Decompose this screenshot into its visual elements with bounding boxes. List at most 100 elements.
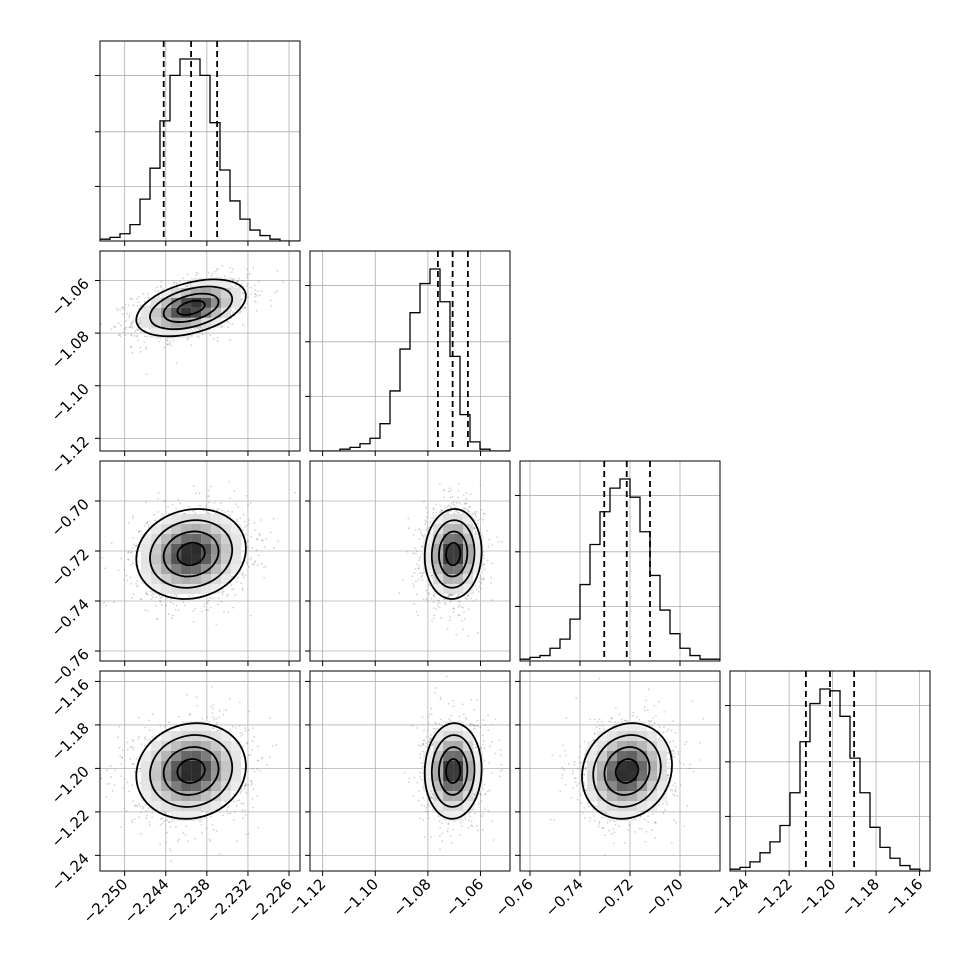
sample-point (415, 563, 418, 566)
sample-point (256, 294, 259, 297)
density-cell (433, 554, 444, 564)
density-cell (221, 534, 232, 544)
sample-point (440, 508, 443, 511)
sample-point (144, 335, 146, 338)
sample-point (175, 595, 178, 597)
sample-point (232, 606, 235, 609)
density-cell (221, 524, 232, 534)
sample-point (447, 490, 450, 493)
density-cell (161, 514, 172, 524)
contour-line (149, 519, 234, 589)
sample-point (217, 267, 219, 270)
sample-point (443, 489, 446, 492)
density-cell (161, 297, 172, 308)
sample-point (250, 556, 253, 559)
sample-point (226, 320, 229, 323)
sample-point (469, 493, 472, 496)
sample-point (442, 488, 445, 491)
sample-point (457, 512, 460, 514)
sample-point (135, 583, 137, 585)
sample-point (450, 594, 453, 597)
density-cell (191, 534, 202, 544)
density-cell (151, 584, 162, 594)
contour-line (430, 519, 476, 589)
sample-point (198, 492, 201, 495)
sample-point (237, 576, 240, 579)
sample-point (449, 489, 452, 492)
sample-point (441, 509, 443, 512)
sample-point (422, 598, 425, 600)
sample-point (467, 594, 469, 597)
sample-point (265, 537, 268, 540)
sample-point (473, 527, 476, 530)
density-cell (191, 277, 202, 288)
sample-point (469, 505, 471, 508)
sample-point (130, 564, 132, 566)
sample-point (463, 610, 465, 613)
sample-point (124, 334, 127, 337)
sample-point (274, 291, 276, 294)
panel-frame (99, 40, 301, 242)
sample-point (425, 529, 428, 531)
sample-point (247, 566, 250, 569)
sample-point (188, 505, 191, 508)
panel-frame (309, 250, 511, 452)
sample-point (242, 572, 244, 575)
sample-point (412, 582, 415, 585)
sample-point (139, 319, 142, 322)
sample-point (414, 528, 417, 531)
sample-point (231, 271, 233, 273)
density-cell (181, 584, 192, 594)
sample-point (129, 325, 132, 328)
sample-point (145, 373, 148, 376)
sample-point (246, 562, 249, 565)
sample-point (100, 323, 103, 326)
sample-point (483, 563, 486, 566)
sample-point (137, 301, 140, 303)
sample-point (412, 585, 415, 588)
sample-point (270, 299, 272, 302)
density-cell (443, 524, 454, 534)
sample-point (157, 498, 159, 500)
sample-point (438, 606, 441, 609)
sample-point (129, 576, 132, 579)
sample-point (260, 563, 263, 565)
sample-point (165, 841, 168, 844)
sample-point (119, 308, 122, 311)
sample-point (413, 572, 416, 574)
sample-point (418, 559, 421, 562)
sample-point (294, 491, 297, 494)
sample-point (132, 762, 134, 765)
sample-point (477, 519, 480, 521)
sample-point (464, 597, 467, 599)
sample-point (117, 736, 120, 739)
sample-point (446, 627, 449, 630)
sample-point (101, 556, 104, 559)
density-cell (191, 554, 202, 564)
sample-point (251, 563, 254, 566)
sample-point (431, 577, 434, 580)
sample-point (251, 546, 254, 549)
sample-point (150, 594, 153, 596)
sample-point (127, 304, 130, 307)
density-cell (141, 317, 152, 328)
sample-point (458, 502, 461, 505)
density-cell (433, 584, 444, 594)
sample-point (245, 782, 247, 785)
sample-point (221, 593, 224, 596)
sample-point (238, 277, 240, 280)
sample-point (198, 597, 201, 600)
sample-point (239, 311, 242, 314)
sample-point (157, 510, 160, 513)
sample-point (412, 533, 415, 536)
sample-point (156, 617, 158, 620)
sample-point (247, 296, 250, 299)
density-cell (141, 574, 152, 584)
sample-point (444, 603, 447, 606)
density-cell (211, 317, 222, 328)
sample-point (234, 285, 237, 288)
density-cell (211, 524, 222, 534)
sample-point (407, 517, 410, 520)
sample-point (120, 324, 122, 327)
sample-point (226, 595, 228, 598)
